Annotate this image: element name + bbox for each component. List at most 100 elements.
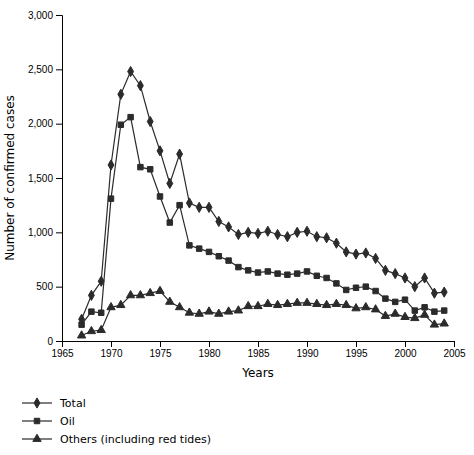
legend: Total Oil Others (including red tides)	[22, 397, 211, 446]
marker	[285, 272, 290, 277]
marker	[236, 264, 241, 269]
marker	[303, 298, 311, 305]
marker	[108, 160, 114, 170]
tick-mark	[56, 178, 62, 179]
x-axis: 196519701975198019851990199520002005	[51, 341, 466, 359]
marker	[234, 306, 242, 313]
legend-label: Others (including red tides)	[60, 433, 211, 446]
legend-item: Others (including red tides)	[22, 433, 211, 446]
tick-mark	[56, 124, 62, 125]
tick: 2,000	[28, 118, 62, 129]
tick-mark	[356, 341, 357, 347]
marker	[245, 227, 251, 237]
marker	[432, 309, 437, 314]
marker	[195, 309, 203, 316]
marker	[226, 222, 232, 232]
marker	[107, 303, 115, 310]
marker	[224, 307, 232, 314]
marker	[383, 296, 388, 301]
tick-label: 1965	[51, 348, 74, 359]
series-line	[82, 72, 445, 320]
marker	[118, 89, 124, 99]
marker	[98, 310, 103, 315]
tick: 1975	[149, 341, 172, 359]
tick: 1,000	[28, 227, 62, 238]
marker	[126, 291, 134, 298]
marker	[206, 202, 212, 212]
tick-mark	[209, 341, 210, 347]
tick: 0	[47, 336, 62, 347]
marker	[392, 269, 398, 279]
marker	[216, 254, 221, 259]
tick-label: 1975	[149, 348, 172, 359]
marker	[226, 258, 231, 263]
marker	[294, 271, 299, 276]
marker	[343, 247, 349, 257]
marker	[284, 232, 290, 242]
marker	[205, 307, 213, 314]
marker	[391, 309, 399, 316]
legend-item: Oil	[22, 415, 75, 428]
marker	[79, 322, 84, 327]
axis-line	[63, 342, 455, 348]
marker	[196, 202, 202, 212]
marker	[363, 248, 369, 258]
tick-label: 1995	[345, 348, 368, 359]
marker	[147, 167, 152, 172]
marker	[264, 299, 272, 306]
tick-label: 1,500	[28, 173, 53, 184]
tick-label: 2005	[443, 348, 466, 359]
marker	[245, 268, 250, 273]
marker	[187, 243, 192, 248]
plot: 1965197019751980198519901995200020050500…	[3, 10, 466, 380]
tick-label: 1980	[198, 348, 221, 359]
marker	[166, 297, 174, 304]
marker	[314, 232, 320, 242]
marker	[216, 216, 222, 226]
marker	[177, 202, 182, 207]
marker	[128, 114, 133, 119]
marker	[128, 66, 134, 76]
marker	[343, 287, 348, 292]
marker	[117, 300, 125, 307]
marker	[324, 233, 330, 243]
marker	[373, 253, 379, 263]
marker	[293, 298, 301, 305]
x-axis-title: Years	[241, 366, 274, 380]
axis-line	[56, 16, 63, 342]
tick-label: 500	[36, 281, 53, 292]
tick: 2005	[443, 341, 466, 359]
tick-mark	[454, 341, 455, 347]
tick-label: 1990	[296, 348, 319, 359]
tick-label: 0	[47, 336, 53, 347]
marker	[167, 220, 172, 225]
legend-label: Total	[59, 397, 86, 410]
legend-marker	[33, 434, 41, 441]
marker	[322, 300, 330, 307]
marker	[235, 229, 241, 239]
tick: 1,500	[28, 173, 62, 184]
marker	[138, 164, 143, 169]
tick: 1985	[247, 341, 270, 359]
marker	[402, 297, 407, 302]
marker	[157, 194, 162, 199]
marker	[254, 301, 262, 308]
marker	[352, 304, 360, 311]
marker	[186, 198, 192, 208]
marker	[304, 269, 309, 274]
marker	[431, 288, 437, 298]
marker	[441, 308, 446, 313]
marker	[244, 301, 252, 308]
tick-mark	[307, 341, 308, 347]
series-line	[82, 117, 445, 325]
marker	[430, 320, 438, 327]
marker	[255, 228, 261, 238]
legend-marker	[34, 398, 40, 408]
marker	[157, 146, 163, 156]
tick-mark	[405, 341, 406, 347]
tick: 1965	[51, 341, 74, 359]
marker	[371, 305, 379, 312]
marker	[97, 325, 105, 332]
marker	[313, 299, 321, 306]
marker	[422, 273, 428, 283]
